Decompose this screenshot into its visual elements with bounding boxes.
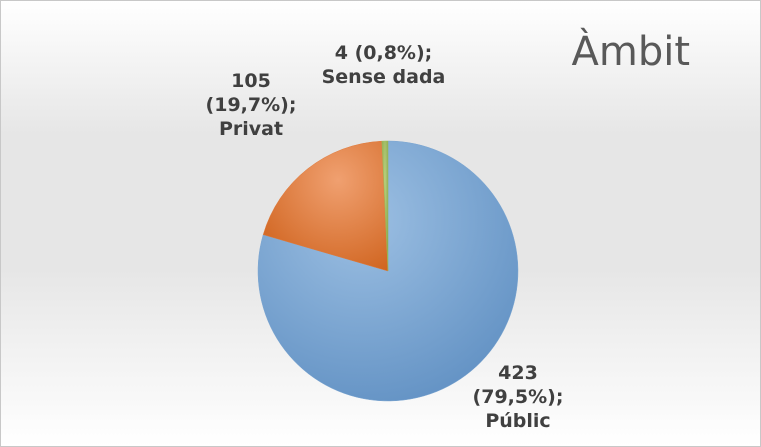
category-label: Sense dada <box>321 66 446 88</box>
value-label: 105 (19,7%); <box>205 70 297 116</box>
pie-slice <box>257 140 519 402</box>
data-label: 423 (79,5%); Públic <box>463 361 573 433</box>
category-label: Privat <box>218 118 284 140</box>
pie-slice <box>381 140 389 272</box>
value-label: 423 (79,5%); <box>472 362 564 408</box>
data-label: 4 (0,8%); Sense dada <box>316 41 451 89</box>
chart-title: Àmbit <box>571 29 690 75</box>
category-label: Públic <box>485 410 551 432</box>
data-label: 105 (19,7%); Privat <box>196 69 306 141</box>
value-label: 4 (0,8%); <box>334 42 433 64</box>
pie-slice <box>262 140 389 272</box>
